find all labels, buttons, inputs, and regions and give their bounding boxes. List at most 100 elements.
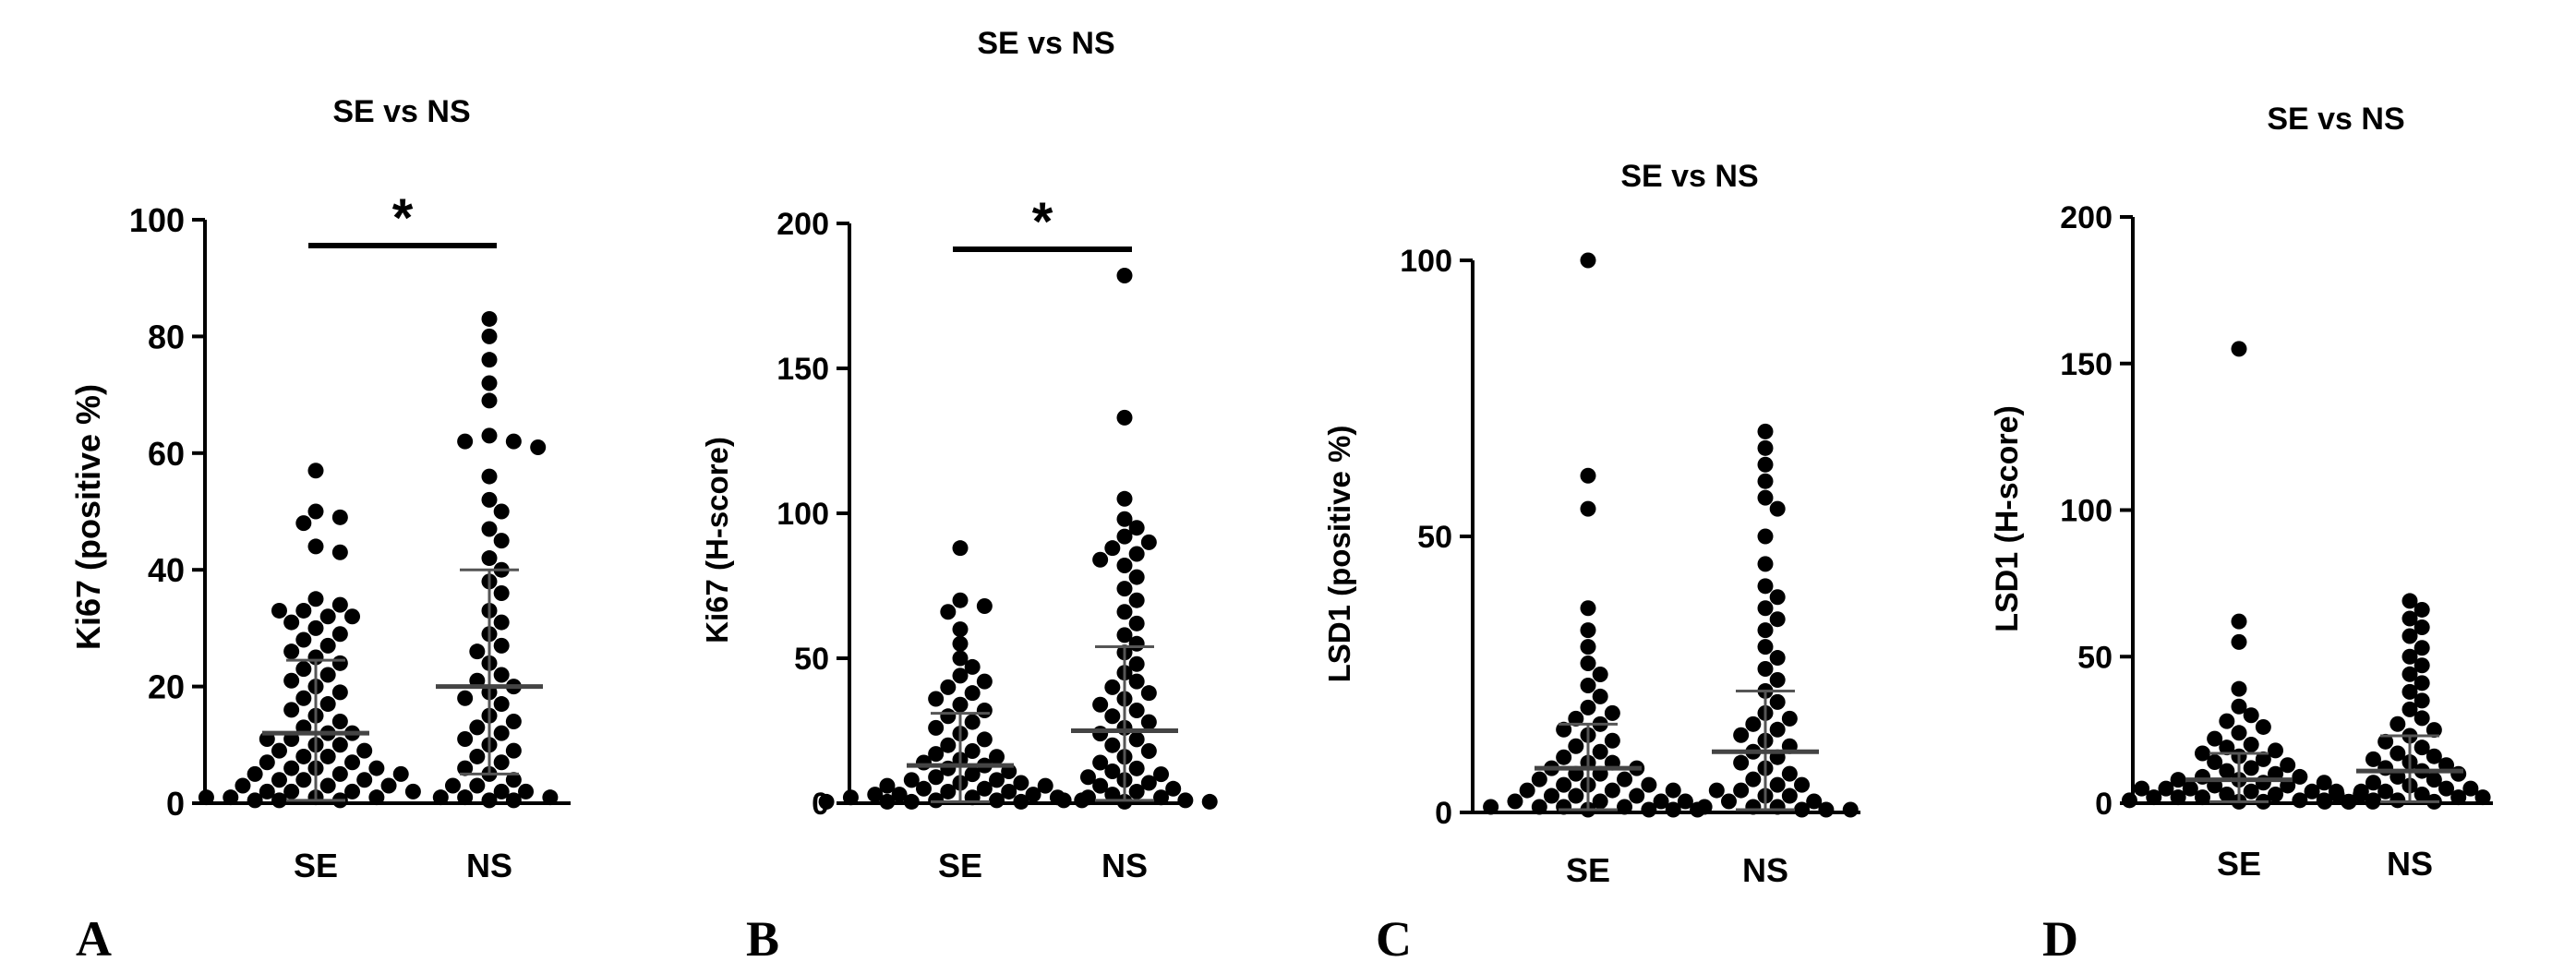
- panel-d: SE vs NS LSD1 (H-score) 0 50 100 150 200 SE NS…: [1990, 102, 2493, 967]
- data-point: [331, 655, 348, 671]
- data-point: [295, 661, 312, 678]
- data-point: [493, 584, 510, 601]
- data-point: [198, 789, 214, 806]
- data-point: [2207, 754, 2223, 771]
- data-point: [2243, 760, 2259, 776]
- data-point: [1769, 650, 1786, 667]
- data-point: [1556, 799, 1572, 815]
- data-point: [2353, 783, 2369, 800]
- data-point: [271, 742, 287, 759]
- data-point: [1531, 771, 1547, 788]
- significance-star: *: [1032, 192, 1053, 252]
- data-point: [2243, 707, 2259, 724]
- data-point: [2426, 772, 2442, 788]
- data-point: [1128, 783, 1145, 800]
- data-point: [1116, 627, 1133, 643]
- data-point: [2426, 748, 2442, 764]
- data-point: [271, 792, 287, 809]
- data-point: [1580, 622, 1596, 639]
- data-point: [392, 765, 409, 782]
- panel-c-ylabel: LSD1 (positive %): [1322, 426, 1356, 683]
- data-point: [1013, 775, 1029, 791]
- data-point: [1128, 731, 1145, 748]
- data-point: [2146, 789, 2162, 806]
- data-point: [271, 602, 287, 619]
- x-category-label: SE: [2217, 845, 2261, 883]
- data-point: [2413, 675, 2430, 691]
- data-point: [319, 748, 336, 764]
- data-point: [842, 789, 859, 806]
- data-point: [493, 754, 510, 771]
- data-point: [1781, 710, 1798, 727]
- data-point: [344, 608, 361, 625]
- panel-b-ylabel: Ki67 (H-score): [700, 437, 734, 643]
- data-point: [891, 787, 908, 803]
- y-tick-label: 100: [129, 201, 185, 239]
- data-point: [1128, 655, 1145, 672]
- data-point: [1757, 473, 1774, 489]
- data-point: [1757, 556, 1774, 572]
- data-point: [1757, 489, 1774, 506]
- data-point: [1757, 639, 1774, 655]
- y-tick-label: 50: [2077, 640, 2113, 675]
- data-point: [2292, 768, 2308, 785]
- data-point: [2219, 786, 2235, 802]
- data-point: [1629, 788, 1645, 804]
- data-point: [493, 696, 510, 713]
- data-point: [1092, 726, 1109, 742]
- data-point: [307, 538, 324, 555]
- data-point: [989, 749, 1005, 765]
- data-point: [928, 691, 945, 707]
- data-point: [1140, 534, 1157, 550]
- data-point: [1092, 551, 1109, 568]
- y-tick-label: 200: [2060, 200, 2113, 235]
- data-point: [2389, 792, 2406, 809]
- panel-a-title: SE vs NS: [332, 94, 470, 129]
- data-point: [404, 783, 421, 800]
- y-tick-label: 60: [148, 435, 185, 473]
- data-point: [307, 503, 324, 520]
- data-point: [1116, 268, 1133, 284]
- data-point: [2255, 718, 2271, 735]
- data-point: [307, 619, 324, 636]
- data-point: [1092, 777, 1109, 794]
- data-point: [2231, 698, 2247, 715]
- data-point: [319, 608, 336, 625]
- data-point: [1153, 766, 1170, 783]
- data-point: [1153, 789, 1170, 806]
- data-point: [319, 696, 336, 713]
- data-point: [1543, 788, 1559, 804]
- data-point: [1604, 782, 1620, 799]
- data-point: [989, 772, 1005, 788]
- data-point: [1177, 792, 1194, 809]
- x-category-label: NS: [2387, 845, 2433, 883]
- data-point: [976, 673, 993, 690]
- data-point: [2317, 793, 2333, 810]
- x-category-label: SE: [1566, 851, 1610, 889]
- data-point: [1653, 793, 1669, 810]
- y-tick-label: 100: [2060, 494, 2113, 529]
- data-point: [481, 375, 498, 391]
- data-point: [2474, 789, 2491, 806]
- data-point: [2438, 780, 2455, 797]
- data-point: [1696, 799, 1713, 815]
- data-point: [2329, 786, 2345, 802]
- data-point: [481, 468, 498, 485]
- data-point: [2462, 780, 2479, 797]
- data-point: [1079, 769, 1096, 786]
- data-point: [1769, 799, 1786, 815]
- data-point: [331, 544, 348, 560]
- data-point: [989, 792, 1005, 809]
- data-point: [2231, 613, 2247, 630]
- data-point: [964, 742, 981, 759]
- data-point: [964, 714, 981, 730]
- data-point: [1708, 782, 1725, 799]
- data-point: [1140, 775, 1157, 791]
- data-point: [1580, 699, 1596, 715]
- data-point: [1128, 569, 1145, 585]
- data-point: [2280, 757, 2296, 774]
- panel-c-plot: 0 50 100 SE NS: [1400, 244, 1860, 889]
- data-point: [1556, 721, 1572, 738]
- data-point: [1745, 715, 1762, 732]
